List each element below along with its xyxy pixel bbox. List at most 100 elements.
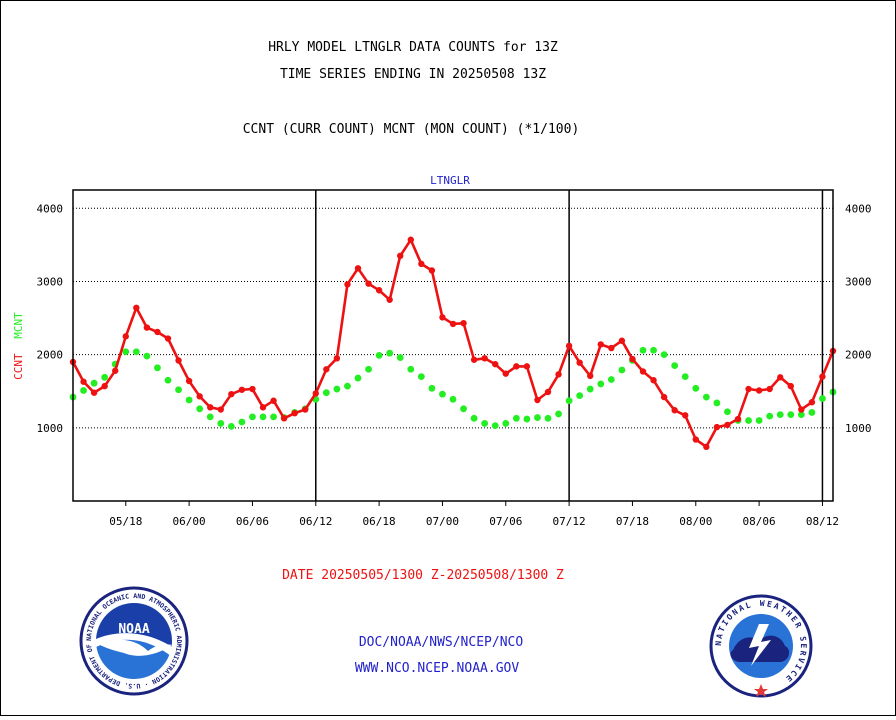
x-tick-label: 06/06 (236, 515, 269, 528)
plot-title: LTNGLR (430, 174, 470, 187)
ccnt-point (333, 355, 341, 362)
mcnt-point (322, 389, 330, 397)
ccnt-point (270, 397, 277, 404)
date-range: DATE 20250505/1300 Z-20250508/1300 Z (282, 568, 564, 583)
mcnt-point (122, 348, 130, 356)
mcnt-point (808, 409, 816, 416)
mcnt-point (512, 414, 520, 422)
ccnt-point (354, 265, 362, 272)
y-tick-label-right: 4000 (845, 202, 872, 215)
ccnt-point (365, 280, 372, 287)
mcnt-point (576, 392, 584, 400)
mcnt-point (217, 420, 225, 427)
mcnt-point (154, 364, 161, 372)
ccnt-point (534, 396, 541, 404)
mcnt-point (132, 348, 140, 356)
chart-title-line2: TIME SERIES ENDING IN 20250508 13Z (280, 67, 546, 82)
y-axis-label-mcnt: MCNT (12, 312, 25, 339)
y-tick-label-right: 3000 (845, 275, 872, 288)
mcnt-point (586, 385, 594, 393)
mcnt-point (238, 418, 246, 426)
ccnt-point (323, 366, 330, 373)
x-tick-label: 08/12 (806, 515, 839, 528)
mcnt-point (819, 395, 826, 402)
mcnt-point (724, 408, 731, 416)
ccnt-point (470, 356, 478, 363)
mcnt-point (227, 422, 235, 430)
y-tick-label-left: 3000 (37, 275, 64, 288)
ccnt-point (798, 406, 805, 413)
ccnt-point (724, 421, 731, 429)
mcnt-point (164, 376, 172, 384)
mcnt-point (333, 385, 341, 393)
ccnt-point (407, 236, 414, 243)
nws-star-icon (754, 684, 768, 697)
ccnt-point (639, 368, 647, 375)
mcnt-point (249, 413, 256, 421)
ccnt-point (766, 385, 773, 393)
ccnt-point (523, 363, 531, 370)
org-line: DOC/NOAA/NWS/NCEP/NCO (359, 635, 524, 650)
ccnt-point (302, 406, 309, 413)
mcnt-point (523, 415, 531, 423)
y-tick-label-right: 2000 (845, 349, 872, 362)
mcnt-point (681, 373, 689, 380)
mcnt-point (597, 380, 605, 388)
ccnt-point (618, 337, 626, 344)
website-link[interactable]: WWW.NCO.NCEP.NOAA.GOV (355, 661, 520, 676)
ccnt-point (154, 328, 161, 336)
ccnt-point (207, 404, 214, 411)
mcnt-point (80, 387, 87, 394)
x-tick-label: 08/00 (679, 515, 712, 528)
mcnt-point (428, 384, 436, 392)
x-tick-label: 05/18 (109, 515, 142, 528)
ccnt-point (629, 355, 636, 363)
mcnt-point (544, 414, 552, 422)
mcnt-point (671, 362, 679, 370)
ccnt-point (787, 382, 794, 390)
mcnt-point (713, 399, 721, 407)
ccnt-point (513, 363, 520, 370)
y-tick-label-left: 1000 (37, 422, 64, 435)
ccnt-point (164, 335, 172, 342)
ccnt-point (196, 393, 203, 400)
mcnt-point (776, 411, 784, 419)
ccnt-point (259, 404, 267, 411)
ccnt-point (460, 319, 467, 327)
mcnt-point (618, 366, 626, 374)
ccnt-point (80, 378, 87, 385)
mcnt-point (185, 396, 193, 404)
mcnt-point (175, 386, 182, 394)
y-tick-label-left: 2000 (37, 349, 64, 362)
ccnt-point (175, 357, 182, 364)
ccnt-point (703, 443, 710, 451)
ccnt-point (692, 436, 699, 443)
ccnt-point (238, 386, 246, 393)
ccnt-point (481, 355, 488, 362)
ccnt-point (819, 373, 826, 380)
mcnt-point (417, 373, 425, 380)
mcnt-point (650, 346, 657, 354)
nws-logo: NATIONAL WEATHER SERVICE (709, 594, 813, 698)
chart-title-line1: HRLY MODEL LTNGLR DATA COUNTS for 13Z (268, 40, 558, 55)
mcnt-point (449, 395, 457, 403)
ccnt-point (143, 324, 151, 331)
mcnt-point (702, 393, 710, 401)
ccnt-point (312, 390, 319, 397)
ccnt-point (650, 377, 657, 384)
ccnt-point (228, 390, 235, 398)
ccnt-point (291, 409, 298, 417)
ccnt-point (386, 296, 393, 303)
ccnt-point (185, 377, 193, 385)
ccnt-point (502, 370, 509, 377)
mcnt-point (787, 411, 795, 419)
ccnt-point (280, 415, 288, 422)
ccnt-point (587, 372, 594, 380)
mcnt-point (396, 354, 404, 361)
mcnt-point (101, 373, 109, 381)
ccnt-point (492, 360, 499, 368)
mcnt-point (375, 351, 383, 359)
y-tick-label-left: 4000 (37, 202, 64, 215)
ccnt-point (112, 367, 119, 374)
x-tick-label: 07/06 (489, 515, 522, 528)
